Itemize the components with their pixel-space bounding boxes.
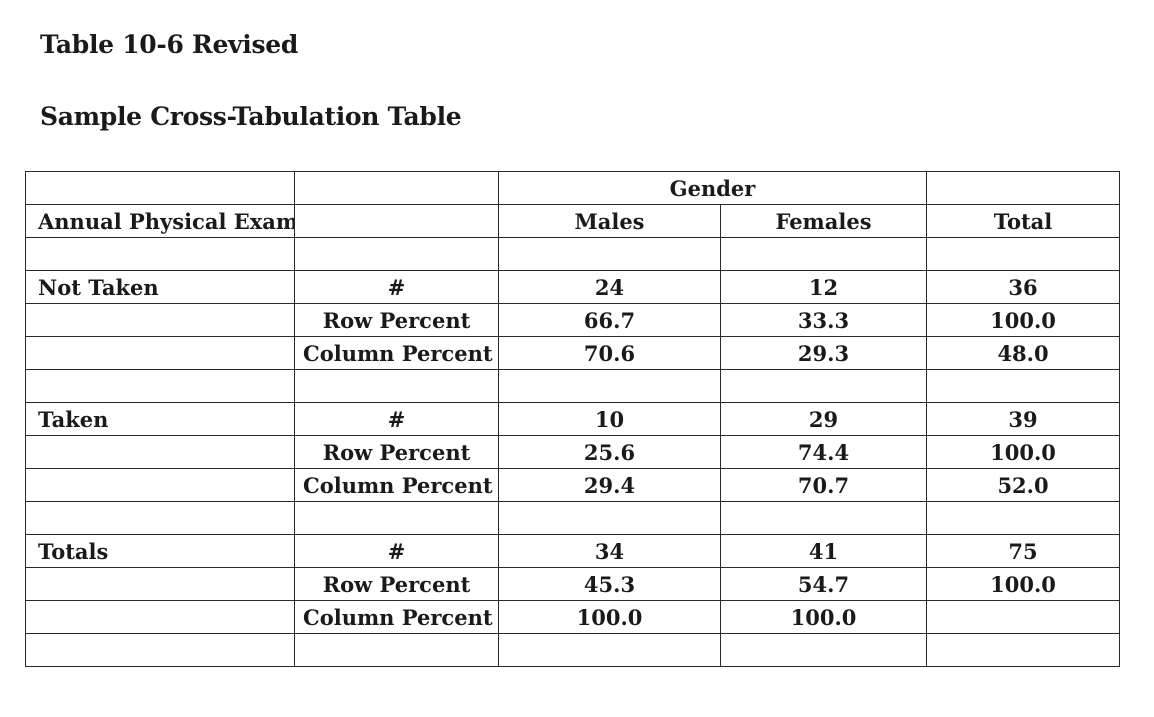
- males-cell: 29.4: [498, 468, 721, 502]
- table-row: Row Percent 66.7 33.3 100.0: [25, 303, 1121, 337]
- table-subtitle: Sample Cross-Tabulation Table: [40, 102, 462, 131]
- females-cell: 41: [719, 534, 928, 568]
- males-cell: 70.6: [498, 336, 721, 370]
- header-empty-cell: [25, 171, 295, 205]
- measure-label: Column Percent: [294, 468, 499, 502]
- males-cell: 24: [498, 270, 721, 304]
- total-cell: [926, 600, 1121, 634]
- measure-label: #: [294, 402, 499, 436]
- table-row: Row Percent 25.6 74.4 100.0: [25, 435, 1121, 469]
- total-cell: 100.0: [926, 435, 1121, 469]
- males-cell: 25.6: [498, 435, 721, 469]
- header-empty-cell: [294, 171, 499, 205]
- group-label: Taken: [25, 402, 295, 436]
- spacer-row: [25, 369, 1121, 403]
- measure-label: Row Percent: [294, 435, 499, 469]
- females-cell: 29.3: [719, 336, 928, 370]
- females-cell: 29: [719, 402, 928, 436]
- table-row: Not Taken # 24 12 36: [25, 270, 1121, 304]
- total-cell: 52.0: [926, 468, 1121, 502]
- spacer-row: [25, 501, 1121, 535]
- males-cell: 100.0: [498, 600, 721, 634]
- table-title: Table 10-6 Revised: [40, 30, 299, 59]
- table-row: Column Percent 29.4 70.7 52.0: [25, 468, 1121, 502]
- cross-tabulation-table: Gender Annual Physical Exam Males Female…: [25, 171, 1121, 667]
- measure-label: Row Percent: [294, 567, 499, 601]
- males-column-header: Males: [498, 204, 721, 238]
- gender-group-header: Gender: [497, 171, 928, 205]
- total-cell: 75: [926, 534, 1121, 568]
- measure-label: #: [294, 270, 499, 304]
- table-row: Column Percent 70.6 29.3 48.0: [25, 336, 1121, 370]
- group-label: Totals: [25, 534, 295, 568]
- females-cell: 100.0: [719, 600, 928, 634]
- header-row-group: Gender: [25, 171, 1121, 205]
- females-cell: 70.7: [719, 468, 928, 502]
- total-cell: 100.0: [926, 567, 1121, 601]
- females-cell: 12: [719, 270, 928, 304]
- measure-label: Column Percent: [294, 600, 499, 634]
- measure-label: Row Percent: [294, 303, 499, 337]
- spacer-row: [25, 237, 1121, 271]
- females-cell: 74.4: [719, 435, 928, 469]
- females-cell: 54.7: [719, 567, 928, 601]
- males-cell: 66.7: [498, 303, 721, 337]
- females-cell: 33.3: [719, 303, 928, 337]
- total-cell: 39: [926, 402, 1121, 436]
- spacer-row: [25, 633, 1121, 667]
- header-empty-cell: [926, 171, 1121, 205]
- total-cell: 100.0: [926, 303, 1121, 337]
- measure-label: Column Percent: [294, 336, 499, 370]
- row-variable-header: Annual Physical Exam: [25, 204, 295, 238]
- total-cell: 36: [926, 270, 1121, 304]
- males-cell: 34: [498, 534, 721, 568]
- header-empty-cell: [294, 204, 499, 238]
- measure-label: #: [294, 534, 499, 568]
- total-column-header: Total: [926, 204, 1121, 238]
- header-row-columns: Annual Physical Exam Males Females Total: [25, 204, 1121, 238]
- males-cell: 10: [498, 402, 721, 436]
- table-row: Row Percent 45.3 54.7 100.0: [25, 567, 1121, 601]
- table-row: Column Percent 100.0 100.0: [25, 600, 1121, 634]
- group-label: Not Taken: [25, 270, 295, 304]
- total-cell: 48.0: [926, 336, 1121, 370]
- table-row: Taken # 10 29 39: [25, 402, 1121, 436]
- females-column-header: Females: [719, 204, 928, 238]
- table-row: Totals # 34 41 75: [25, 534, 1121, 568]
- males-cell: 45.3: [498, 567, 721, 601]
